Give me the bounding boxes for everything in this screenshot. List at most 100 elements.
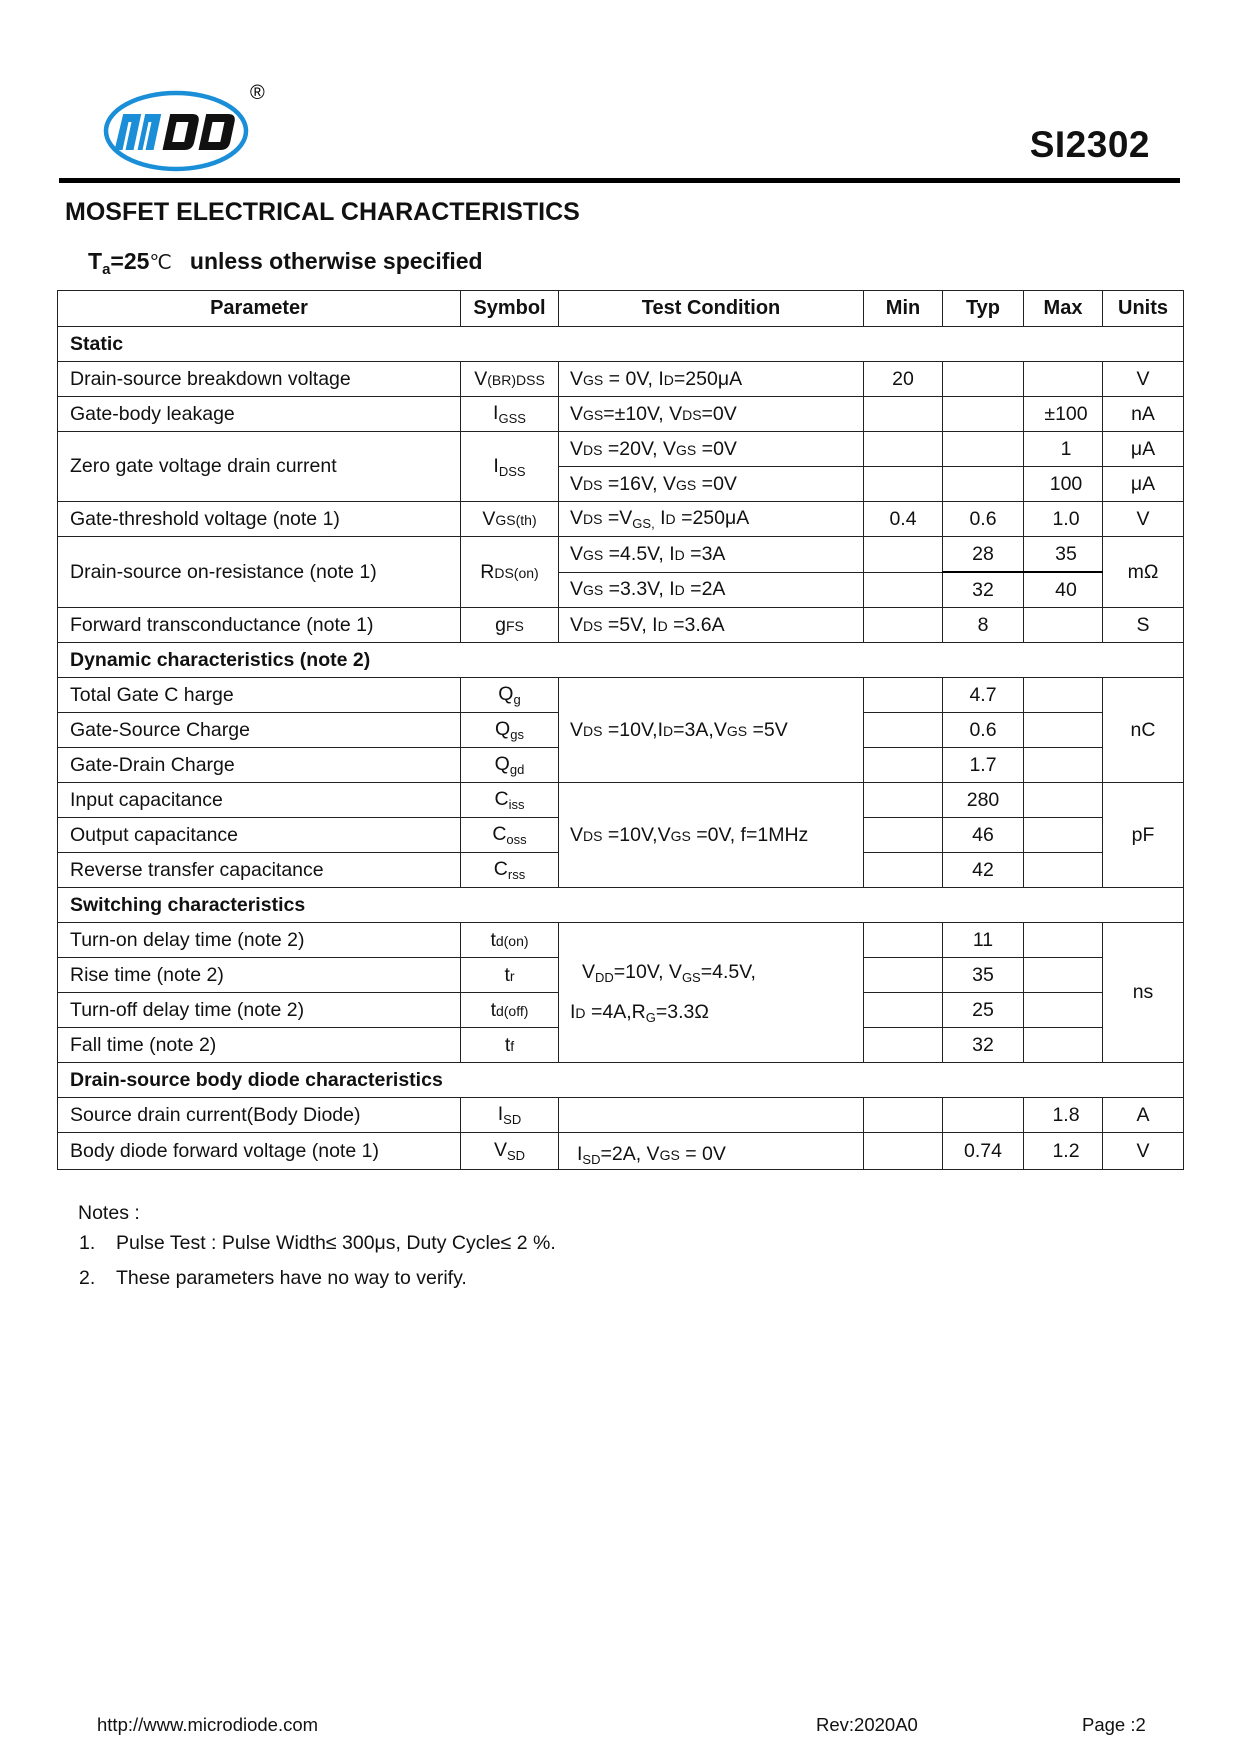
table-row: Gate-body leakage IGSS VGS=±10V, VDS=0V ±10…	[57, 396, 1184, 432]
max-value	[1023, 747, 1103, 783]
parameter-name: Gate-threshold voltage (note 1)	[57, 501, 461, 537]
max-value: ±100	[1023, 396, 1103, 432]
test-condition: VGS =4.5V, ID =3A	[558, 536, 864, 573]
subscript: GS	[583, 546, 604, 563]
min-value	[863, 957, 943, 993]
test-condition: VGS = 0V, ID=250μA	[558, 361, 864, 397]
parameter-name: Fall time (note 2)	[57, 1027, 461, 1063]
subscript: FS	[505, 617, 524, 634]
text-segment: V	[582, 960, 596, 983]
text-segment: V	[570, 613, 584, 636]
section-heading: Static	[57, 326, 1184, 362]
table-row: Drain-source breakdown voltage V(BR)DSS VG…	[57, 361, 1184, 397]
typ-value: 0.74	[942, 1132, 1024, 1170]
min-value	[863, 712, 943, 748]
typ-value: 35	[942, 957, 1024, 993]
text-segment: R	[480, 560, 495, 583]
typ-value: 46	[942, 817, 1024, 853]
text-segment: V	[570, 437, 584, 460]
subscript: SD	[582, 1152, 601, 1167]
subscript: DS(on)	[494, 564, 539, 581]
table-row: Gate-Drain Charge Qgd 1.7	[57, 747, 1184, 783]
note-number: 2.	[79, 1267, 96, 1289]
condition-line: VDD=10V, VGS=4.5V,	[570, 961, 863, 985]
test-condition: VDS =10V,ID=3A,VGS =5V	[558, 677, 864, 783]
min-value	[863, 992, 943, 1028]
column-header-test-condition: Test Condition	[558, 290, 864, 327]
temp-subscript: a	[102, 261, 111, 278]
subscript: gd	[509, 762, 525, 777]
subscript: f	[510, 1037, 515, 1054]
table-row: Fall time (note 2) tf 32	[57, 1027, 1184, 1063]
text-segment: V	[570, 472, 584, 495]
max-value: 1.8	[1023, 1097, 1103, 1133]
subscript: GSS	[498, 411, 526, 426]
subscript: rss	[507, 867, 526, 882]
parameter-name: Forward transconductance (note 1)	[57, 607, 461, 643]
test-condition	[558, 1097, 864, 1133]
symbol: Qg	[460, 677, 559, 713]
min-value	[863, 536, 943, 573]
min-value	[863, 1027, 943, 1063]
subscript: SD	[506, 1148, 526, 1163]
symbol: tr	[460, 957, 559, 993]
text-segment: t	[504, 1033, 511, 1056]
text-segment: =2A, V	[600, 1143, 660, 1165]
text-segment: t	[504, 963, 510, 986]
footer-page-number: Page :2	[1082, 1714, 1146, 1735]
column-header-max: Max	[1023, 290, 1103, 327]
units: V	[1102, 501, 1184, 537]
text-segment: =250μA	[673, 367, 743, 390]
text-segment: I	[493, 402, 499, 424]
min-value	[863, 431, 943, 467]
max-value: 1.0	[1023, 501, 1103, 537]
subscript: GS	[583, 582, 604, 599]
symbol: Qgd	[460, 747, 559, 783]
min-value	[863, 607, 943, 643]
typ-value: 11	[942, 922, 1024, 958]
text-segment: V	[482, 507, 496, 530]
table-header-row: Parameter Symbol Test Condition Min Typ Max Un…	[57, 290, 1184, 327]
units: μA	[1102, 431, 1184, 467]
table-row: Source drain current(Body Diode) ISD 1.8 A	[57, 1097, 1184, 1133]
typ-value	[942, 431, 1024, 467]
text-segment: g	[495, 613, 506, 636]
subscript: D	[674, 546, 685, 563]
text-segment: =16V, V	[602, 472, 677, 495]
parameter-name: Rise time (note 2)	[57, 957, 461, 993]
text-segment: = 0V, I	[603, 367, 664, 390]
parameter-name: Gate-Source Charge	[57, 712, 461, 748]
footer-url[interactable]: http://www.microdiode.com	[97, 1714, 319, 1735]
max-value: 100	[1023, 466, 1103, 502]
subscript: gs	[510, 727, 524, 742]
text-segment: t	[490, 928, 496, 951]
text-segment: =10V,I	[602, 718, 664, 741]
table-row: Body diode forward voltage (note 1) VSD IS…	[57, 1132, 1184, 1170]
subscript: G	[645, 1009, 656, 1025]
table-row: Gate-threshold voltage (note 1) VGS(th) VD…	[57, 501, 1184, 537]
text-segment: V	[570, 542, 584, 565]
text-segment: V	[570, 402, 584, 425]
text-segment: =3.3V, I	[603, 578, 675, 601]
units: S	[1102, 607, 1184, 643]
note-item: 1. Pulse Test : Pulse Width≤ 300μs, Duty …	[79, 1232, 556, 1255]
text-segment: I	[577, 1143, 583, 1165]
text-segment: =2A	[684, 578, 726, 601]
units: μA	[1102, 466, 1184, 502]
subscript: DD	[595, 969, 614, 985]
test-condition: VDS =20V, VGS =0V	[558, 431, 864, 467]
test-condition: VGS =3.3V, ID =2A	[558, 571, 864, 608]
subscript: oss	[506, 832, 527, 847]
subscript: SD	[503, 1112, 522, 1127]
text-segment: I	[493, 454, 499, 477]
subscript: iss	[508, 797, 525, 812]
parameter-name: Drain-source breakdown voltage	[57, 361, 461, 397]
units: A	[1102, 1097, 1184, 1133]
text-segment: =V	[602, 507, 633, 529]
units: mΩ	[1102, 536, 1184, 608]
registered-mark: ®	[250, 82, 265, 104]
parameter-name: Zero gate voltage drain current	[57, 431, 461, 502]
min-value	[863, 1097, 943, 1133]
symbol: IGSS	[460, 396, 559, 432]
text-segment: C	[492, 823, 507, 845]
